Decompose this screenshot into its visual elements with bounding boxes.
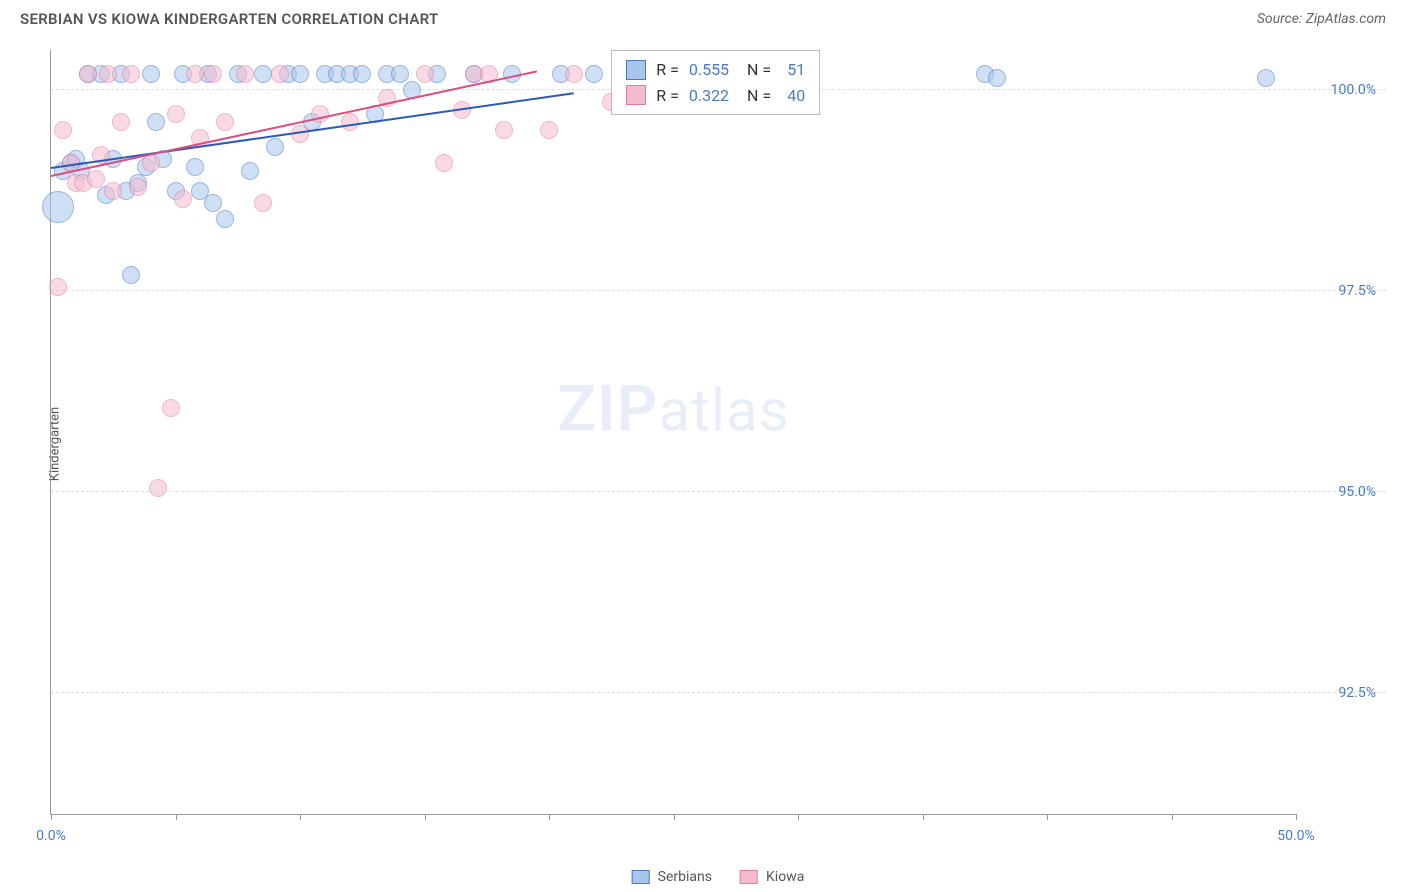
y-tick-label: 95.0%: [1316, 484, 1376, 500]
legend-label: Kiowa: [766, 869, 804, 885]
x-tick: [1172, 814, 1173, 820]
scatter-point: [236, 65, 254, 83]
scatter-point: [122, 266, 140, 284]
gridline-horizontal: [51, 290, 1386, 291]
scatter-point: [540, 121, 558, 139]
scatter-point: [142, 65, 160, 83]
x-tick-label: 50.0%: [1277, 828, 1315, 844]
scatter-point: [495, 121, 513, 139]
scatter-point: [204, 194, 222, 212]
stat-r-value: 0.322: [689, 83, 729, 109]
scatter-point: [87, 170, 105, 188]
scatter-point: [416, 65, 434, 83]
legend-item: Serbians: [632, 869, 712, 885]
scatter-point: [391, 65, 409, 83]
x-tick: [51, 814, 52, 820]
scatter-point: [149, 479, 167, 497]
x-tick: [674, 814, 675, 820]
scatter-point: [435, 154, 453, 172]
x-tick: [1296, 814, 1297, 820]
chart-header: SERBIAN VS KIOWA KINDERGARTEN CORRELATIO…: [0, 0, 1406, 36]
scatter-point: [311, 105, 329, 123]
scatter-point: [162, 399, 180, 417]
x-tick: [549, 814, 550, 820]
scatter-point: [104, 182, 122, 200]
scatter-point: [353, 65, 371, 83]
legend-label: Serbians: [658, 869, 712, 885]
stat-n-label: N =: [747, 57, 771, 83]
y-tick-label: 97.5%: [1316, 283, 1376, 299]
x-tick: [798, 814, 799, 820]
scatter-point: [271, 65, 289, 83]
plot-area: ZIPatlas 92.5%95.0%97.5%100.0%0.0%50.0%R…: [50, 50, 1296, 815]
legend-swatch: [740, 870, 758, 884]
legend-swatch: [626, 60, 646, 80]
scatter-point: [42, 191, 74, 223]
legend-item: Kiowa: [740, 869, 804, 885]
stat-r-label: R =: [656, 83, 679, 109]
scatter-point: [147, 113, 165, 131]
gridline-horizontal: [51, 692, 1386, 693]
stat-n-label: N =: [747, 83, 771, 109]
scatter-point: [565, 65, 583, 83]
legend-bottom: Serbians Kiowa: [632, 869, 805, 885]
scatter-point: [174, 190, 192, 208]
stats-legend-box: R = 0.555 N = 51 R = 0.322 N = 40: [611, 50, 820, 115]
scatter-point: [112, 113, 130, 131]
stats-legend-row: R = 0.322 N = 40: [626, 83, 805, 109]
y-tick-label: 92.5%: [1316, 685, 1376, 701]
scatter-point: [216, 113, 234, 131]
scatter-point: [241, 162, 259, 180]
stat-r-value: 0.555: [689, 57, 729, 83]
scatter-point: [585, 65, 603, 83]
x-tick-label: 0.0%: [36, 828, 66, 844]
scatter-point: [122, 65, 140, 83]
stats-legend-row: R = 0.555 N = 51: [626, 57, 805, 83]
scatter-point: [204, 65, 222, 83]
scatter-point: [266, 138, 284, 156]
x-tick: [300, 814, 301, 820]
legend-swatch: [626, 85, 646, 105]
scatter-point: [254, 194, 272, 212]
x-tick: [176, 814, 177, 820]
scatter-point: [988, 69, 1006, 87]
scatter-point: [49, 278, 67, 296]
x-tick: [425, 814, 426, 820]
scatter-point: [216, 210, 234, 228]
scatter-point: [186, 158, 204, 176]
x-tick: [923, 814, 924, 820]
stat-n-value: 51: [787, 57, 805, 83]
chart-container: Kindergarten ZIPatlas 92.5%95.0%97.5%100…: [50, 50, 1386, 837]
scatter-point: [129, 178, 147, 196]
scatter-point: [254, 65, 272, 83]
scatter-point: [79, 65, 97, 83]
scatter-point: [54, 121, 72, 139]
source-attribution: Source: ZipAtlas.com: [1257, 11, 1386, 27]
scatter-point: [291, 65, 309, 83]
scatter-point: [167, 105, 185, 123]
chart-title: SERBIAN VS KIOWA KINDERGARTEN CORRELATIO…: [20, 10, 439, 28]
stat-r-label: R =: [656, 57, 679, 83]
y-tick-label: 100.0%: [1316, 82, 1376, 98]
legend-swatch: [632, 870, 650, 884]
stat-n-value: 40: [787, 83, 805, 109]
gridline-horizontal: [51, 491, 1386, 492]
scatter-point: [1257, 69, 1275, 87]
watermark: ZIPatlas: [557, 372, 789, 447]
scatter-point: [186, 65, 204, 83]
scatter-point: [291, 125, 309, 143]
scatter-point: [99, 65, 117, 83]
x-tick: [1047, 814, 1048, 820]
